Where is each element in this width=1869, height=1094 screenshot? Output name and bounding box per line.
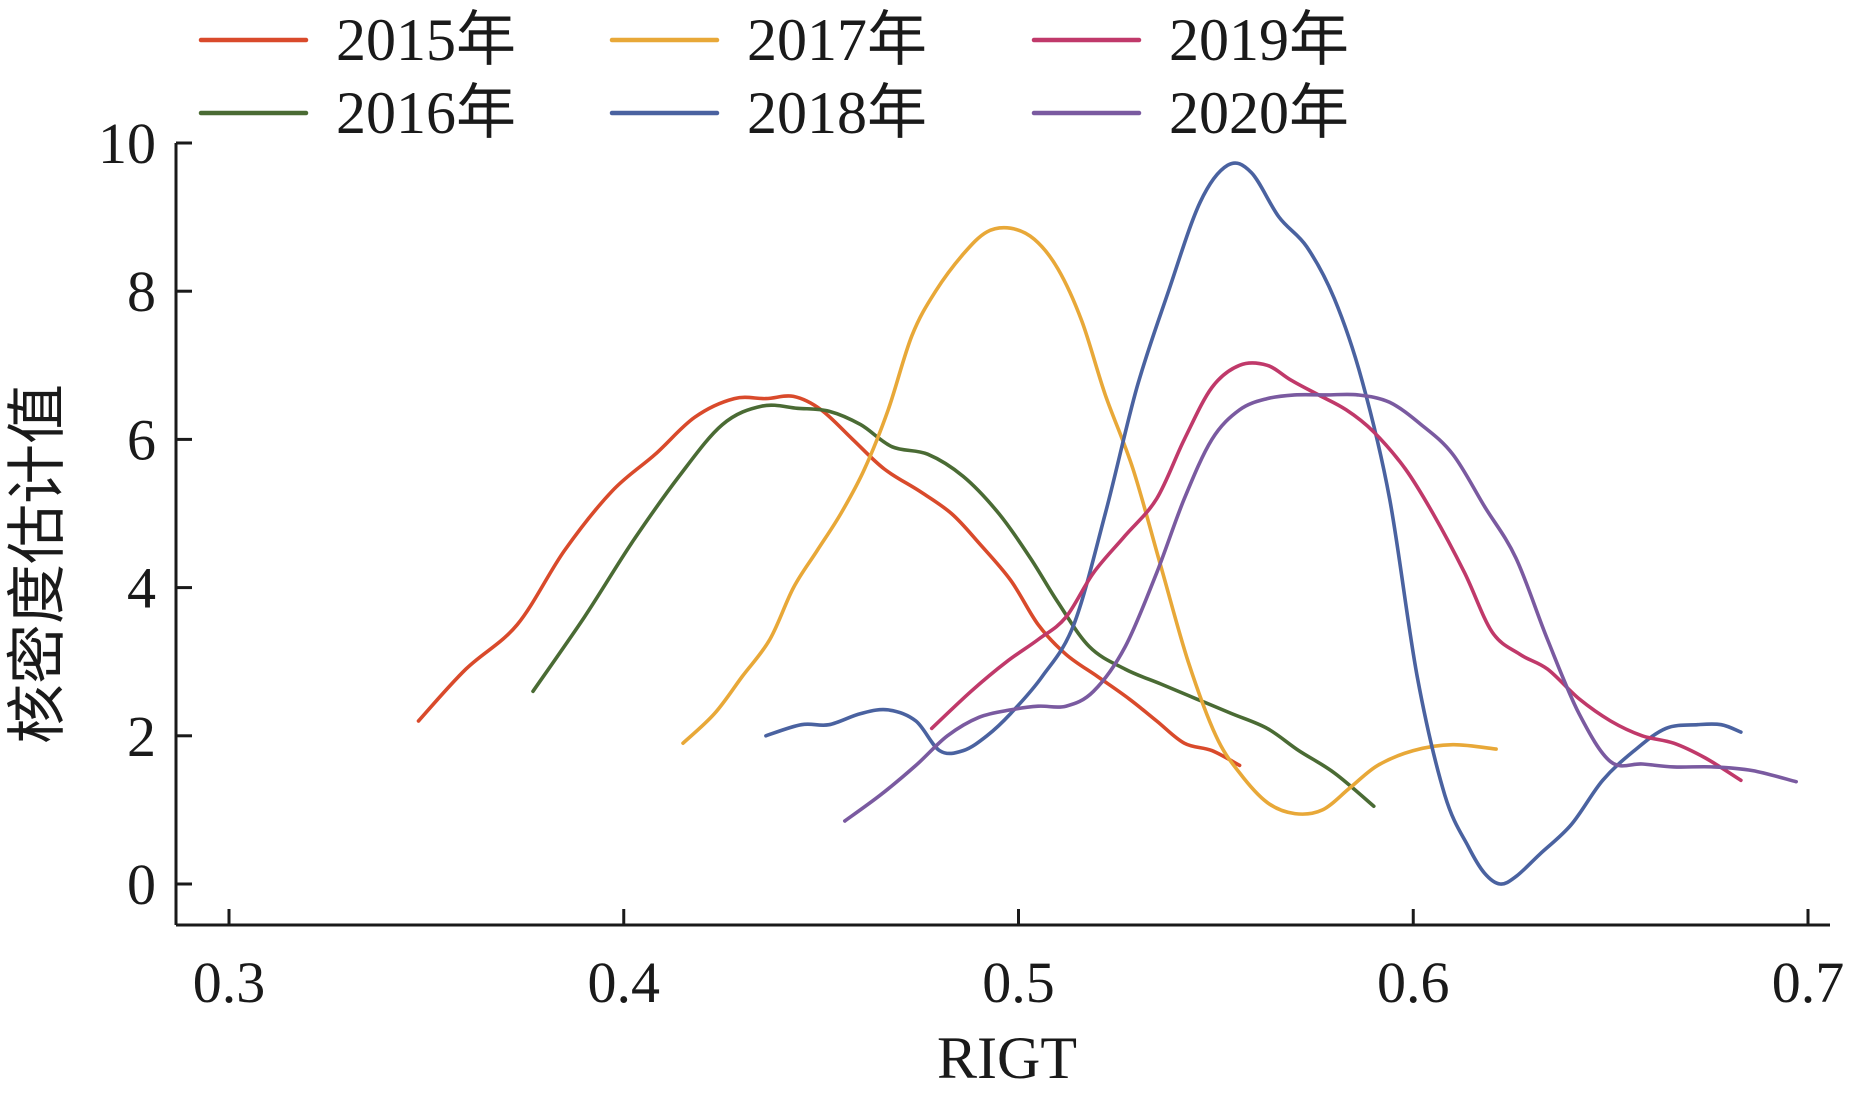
y-tick-label: 0 bbox=[127, 852, 156, 917]
x-tick-label: 0.6 bbox=[1377, 950, 1450, 1015]
y-tick-label: 10 bbox=[98, 111, 156, 176]
x-tick-label: 0.5 bbox=[982, 950, 1055, 1015]
legend-label-1: 2015年 bbox=[336, 7, 516, 73]
series-line-4 bbox=[764, 161, 1743, 886]
series-line-5 bbox=[929, 361, 1743, 783]
x-axis-title: RIGT bbox=[937, 1025, 1077, 1089]
legend-label-5: 2019年 bbox=[1169, 7, 1349, 73]
legend-label-4: 2018年 bbox=[747, 80, 927, 146]
series-line-2 bbox=[531, 403, 1376, 808]
y-axis-title: 核密度估计值 bbox=[5, 384, 71, 744]
y-axis-ticks: 0 2 4 6 8 10 bbox=[98, 111, 192, 917]
series-line-3 bbox=[681, 225, 1498, 816]
legend-label-3: 2017年 bbox=[747, 7, 927, 73]
x-tick-label: 0.4 bbox=[588, 950, 661, 1015]
y-tick-label: 6 bbox=[127, 407, 156, 472]
y-tick-label: 4 bbox=[127, 556, 156, 621]
series-lines bbox=[416, 161, 1798, 886]
x-tick-label: 0.7 bbox=[1772, 950, 1845, 1015]
axes bbox=[174, 143, 1830, 927]
series-line-1 bbox=[416, 394, 1242, 768]
legend: 2015年 2016年 2017年 2018年 2019年 2020年 bbox=[198, 7, 1349, 146]
legend-label-6: 2020年 bbox=[1169, 80, 1349, 146]
x-axis-ticks: 0.3 0.4 0.5 0.6 0.7 bbox=[193, 909, 1845, 1015]
y-tick-label: 8 bbox=[127, 259, 156, 324]
legend-label-2: 2016年 bbox=[336, 80, 516, 146]
y-tick-label: 2 bbox=[127, 704, 156, 769]
x-tick-label: 0.3 bbox=[193, 950, 266, 1015]
series-line-6 bbox=[843, 392, 1798, 823]
